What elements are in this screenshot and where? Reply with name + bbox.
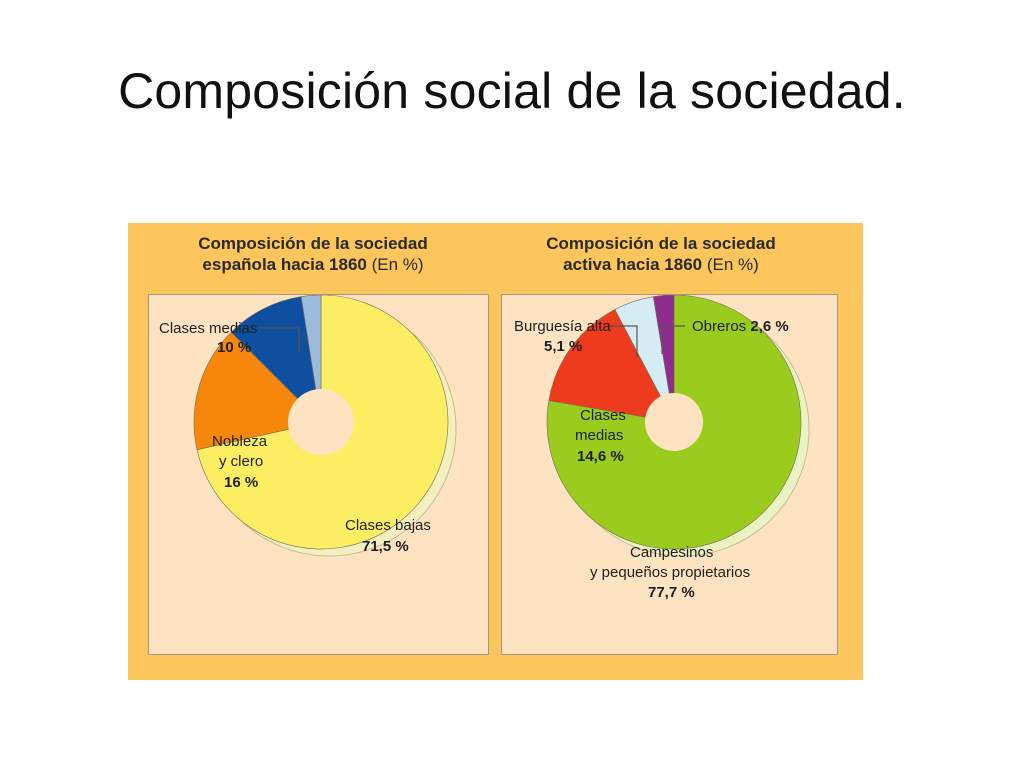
label-clases-medias-r-line1: Clases [580,407,626,424]
label-obreros: Obreros 2,6 % [692,318,789,335]
right-pie-slice-1 [548,309,675,423]
chart-title-left: Composición de la sociedad española haci… [128,233,498,275]
leader-line-burguesia [610,325,638,357]
slide-title: Composición social de la sociedad. [118,63,906,119]
value-campesinos: 77,7 % [648,584,695,601]
value-burguesia: 5,1 % [544,338,582,355]
label-campesinos-line1: Campesinos [630,544,713,561]
value-nobleza: 16 % [224,474,258,491]
right-pie-slice-3 [653,295,675,423]
label-clases-bajas: Clases bajas [345,517,431,534]
chart-title-right: Composición de la sociedad activa hacia … [476,233,846,275]
chart-title-right-line2: activa hacia 1860 (En %) [563,255,759,274]
label-nobleza-line1: Nobleza [212,433,268,450]
leader-line-clases-medias [259,327,300,353]
chart-unit-right: (En %) [706,255,759,274]
leader-line-obreros [661,325,685,354]
label-campesinos-line2: y pequeños propietarios [590,564,750,581]
label-nobleza-line2: y clero [219,453,263,470]
value-clases-medias-r: 14,6 % [577,448,624,465]
chart-title-left-line2: española hacia 1860 (En %) [202,255,424,274]
pie-chart-right: Burguesía alta 5,1 % Obreros 2,6 % Clase… [514,295,810,601]
label-burguesia: Burguesía alta [514,318,611,335]
value-clases-medias: 10 % [217,339,251,356]
chart-title-right-line1: Composición de la sociedad [546,234,776,253]
value-obreros: 2,6 % [750,318,788,335]
figure-panel: Composición de la sociedad española haci… [128,223,863,680]
value-clases-bajas: 71,5 % [362,538,409,555]
chart-panel-left: Clases medias 10 % Nobleza y clero 16 % … [148,294,489,655]
label-clases-medias-r-line2: medias [575,427,623,444]
label-clases-medias: Clases medias [159,320,257,337]
chart-panel-right: Burguesía alta 5,1 % Obreros 2,6 % Clase… [501,294,838,655]
chart-unit-left: (En %) [371,255,424,274]
chart-title-left-line1: Composición de la sociedad [198,234,428,253]
donut-hole-left [288,389,354,455]
donut-hole-right [645,393,703,451]
pie-chart-left: Clases medias 10 % Nobleza y clero 16 % … [159,295,457,557]
